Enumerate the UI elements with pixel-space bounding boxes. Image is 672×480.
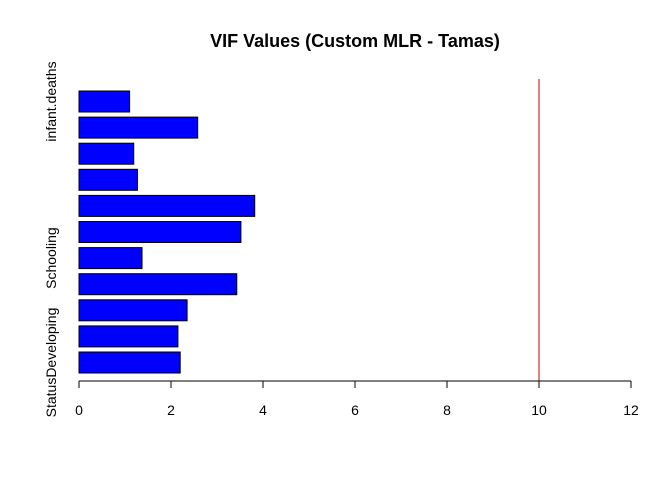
bar-10 — [78, 90, 131, 113]
x-tick-label-6: 12 — [623, 402, 639, 418]
category-label-4: Schooling — [43, 227, 59, 289]
x-tick-label-1: 2 — [167, 402, 175, 418]
bar-6 — [78, 194, 256, 217]
bar-9 — [78, 116, 199, 139]
bar-1 — [78, 325, 179, 348]
x-tick-label-0: 0 — [75, 402, 83, 418]
bar-8 — [78, 142, 135, 165]
x-tick-label-4: 8 — [443, 402, 451, 418]
category-label-0: StatusDeveloping — [43, 308, 59, 418]
bar-5 — [78, 221, 242, 243]
bars-layer — [78, 90, 256, 374]
chart-title: VIF Values (Custom MLR - Tamas) — [210, 31, 500, 51]
bar-3 — [78, 273, 238, 296]
x-tick-label-5: 10 — [531, 402, 547, 418]
bar-7 — [78, 168, 138, 191]
y-category-labels: StatusDeveloping Schooling infant.deaths — [43, 61, 59, 417]
bar-0 — [78, 351, 181, 374]
x-axis: 0 2 4 6 8 10 12 — [75, 380, 639, 418]
x-tick-label-3: 6 — [351, 402, 359, 418]
category-label-10: infant.deaths — [43, 61, 59, 141]
x-tick-label-2: 4 — [259, 402, 267, 418]
bar-2 — [78, 299, 188, 322]
bar-4 — [78, 247, 143, 270]
